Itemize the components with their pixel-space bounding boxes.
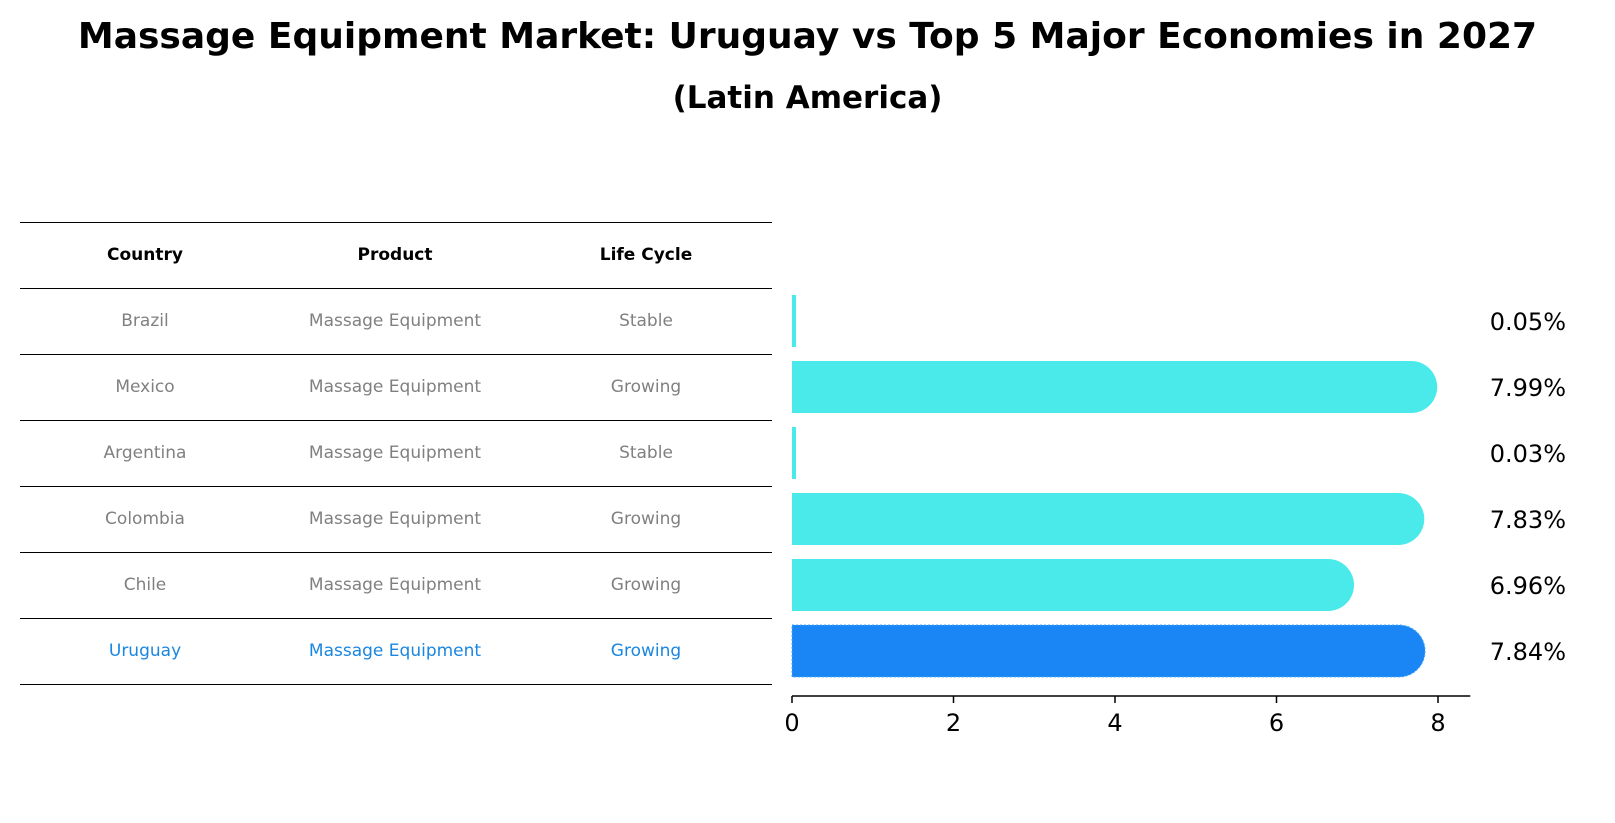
- cell-product: Massage Equipment: [308, 377, 482, 397]
- x-tick-label: 0: [784, 709, 799, 737]
- cell-life-cycle: Stable: [619, 443, 673, 463]
- table-row: Colombia Massage Equipment Growing: [20, 486, 772, 552]
- cell-product: Massage Equipment: [308, 641, 482, 661]
- table-rule: [20, 420, 772, 421]
- cell-country: Argentina: [103, 443, 187, 463]
- cell-country: Brazil: [121, 311, 169, 331]
- data-label: 7.84%: [1490, 638, 1566, 666]
- cell-product: Massage Equipment: [308, 443, 482, 463]
- table-header-row: Country Product Life Cycle: [20, 222, 772, 288]
- data-table: Country Product Life Cycle Brazil Massag…: [20, 222, 772, 685]
- bar-mexico: [792, 361, 1438, 413]
- cell-life-cycle: Growing: [610, 377, 682, 397]
- table-rule: [20, 684, 772, 685]
- bar-uruguay: [791, 624, 1426, 678]
- table-rule: [20, 288, 772, 289]
- table-row: Chile Massage Equipment Growing: [20, 552, 772, 618]
- table-row: Argentina Massage Equipment Stable: [20, 420, 772, 486]
- data-label: 0.03%: [1490, 440, 1566, 468]
- cell-product: Massage Equipment: [308, 575, 482, 595]
- data-label: 7.99%: [1490, 374, 1566, 402]
- header-country: Country: [107, 245, 183, 265]
- cell-country: Uruguay: [108, 641, 182, 661]
- bar-brazil: [792, 295, 797, 347]
- table-rule: [20, 552, 772, 553]
- table-row-highlight: Uruguay Massage Equipment Growing: [20, 618, 772, 684]
- cell-country: Mexico: [115, 377, 175, 397]
- cell-life-cycle: Stable: [619, 311, 673, 331]
- x-tick-label: 6: [1269, 709, 1284, 737]
- table-rule: [20, 354, 772, 355]
- x-tick-label: 2: [946, 709, 961, 737]
- cell-life-cycle: Growing: [610, 509, 682, 529]
- table-row: Mexico Massage Equipment Growing: [20, 354, 772, 420]
- header-product: Product: [357, 245, 433, 265]
- header-life-cycle: Life Cycle: [599, 245, 693, 265]
- bar-argentina: [792, 427, 796, 479]
- chart-title: Massage Equipment Market: Uruguay vs Top…: [77, 16, 1538, 57]
- bar-chile: [792, 559, 1355, 611]
- cell-product: Massage Equipment: [308, 311, 482, 331]
- table-rule: [20, 486, 772, 487]
- cell-country: Chile: [123, 575, 167, 595]
- chart-subtitle: (Latin America): [672, 80, 943, 116]
- table-rule: [20, 222, 772, 223]
- table-rule: [20, 618, 772, 619]
- data-label: 0.05%: [1490, 308, 1566, 336]
- table-row: Brazil Massage Equipment Stable: [20, 288, 772, 354]
- bar-colombia: [792, 493, 1425, 545]
- cell-life-cycle: Growing: [610, 575, 682, 595]
- x-tick-label: 4: [1107, 709, 1122, 737]
- cell-product: Massage Equipment: [308, 509, 482, 529]
- cell-life-cycle: Growing: [610, 641, 682, 661]
- x-tick-label: 8: [1430, 709, 1445, 737]
- cell-country: Colombia: [105, 509, 185, 529]
- data-label: 7.83%: [1490, 506, 1566, 534]
- data-label: 6.96%: [1490, 572, 1566, 600]
